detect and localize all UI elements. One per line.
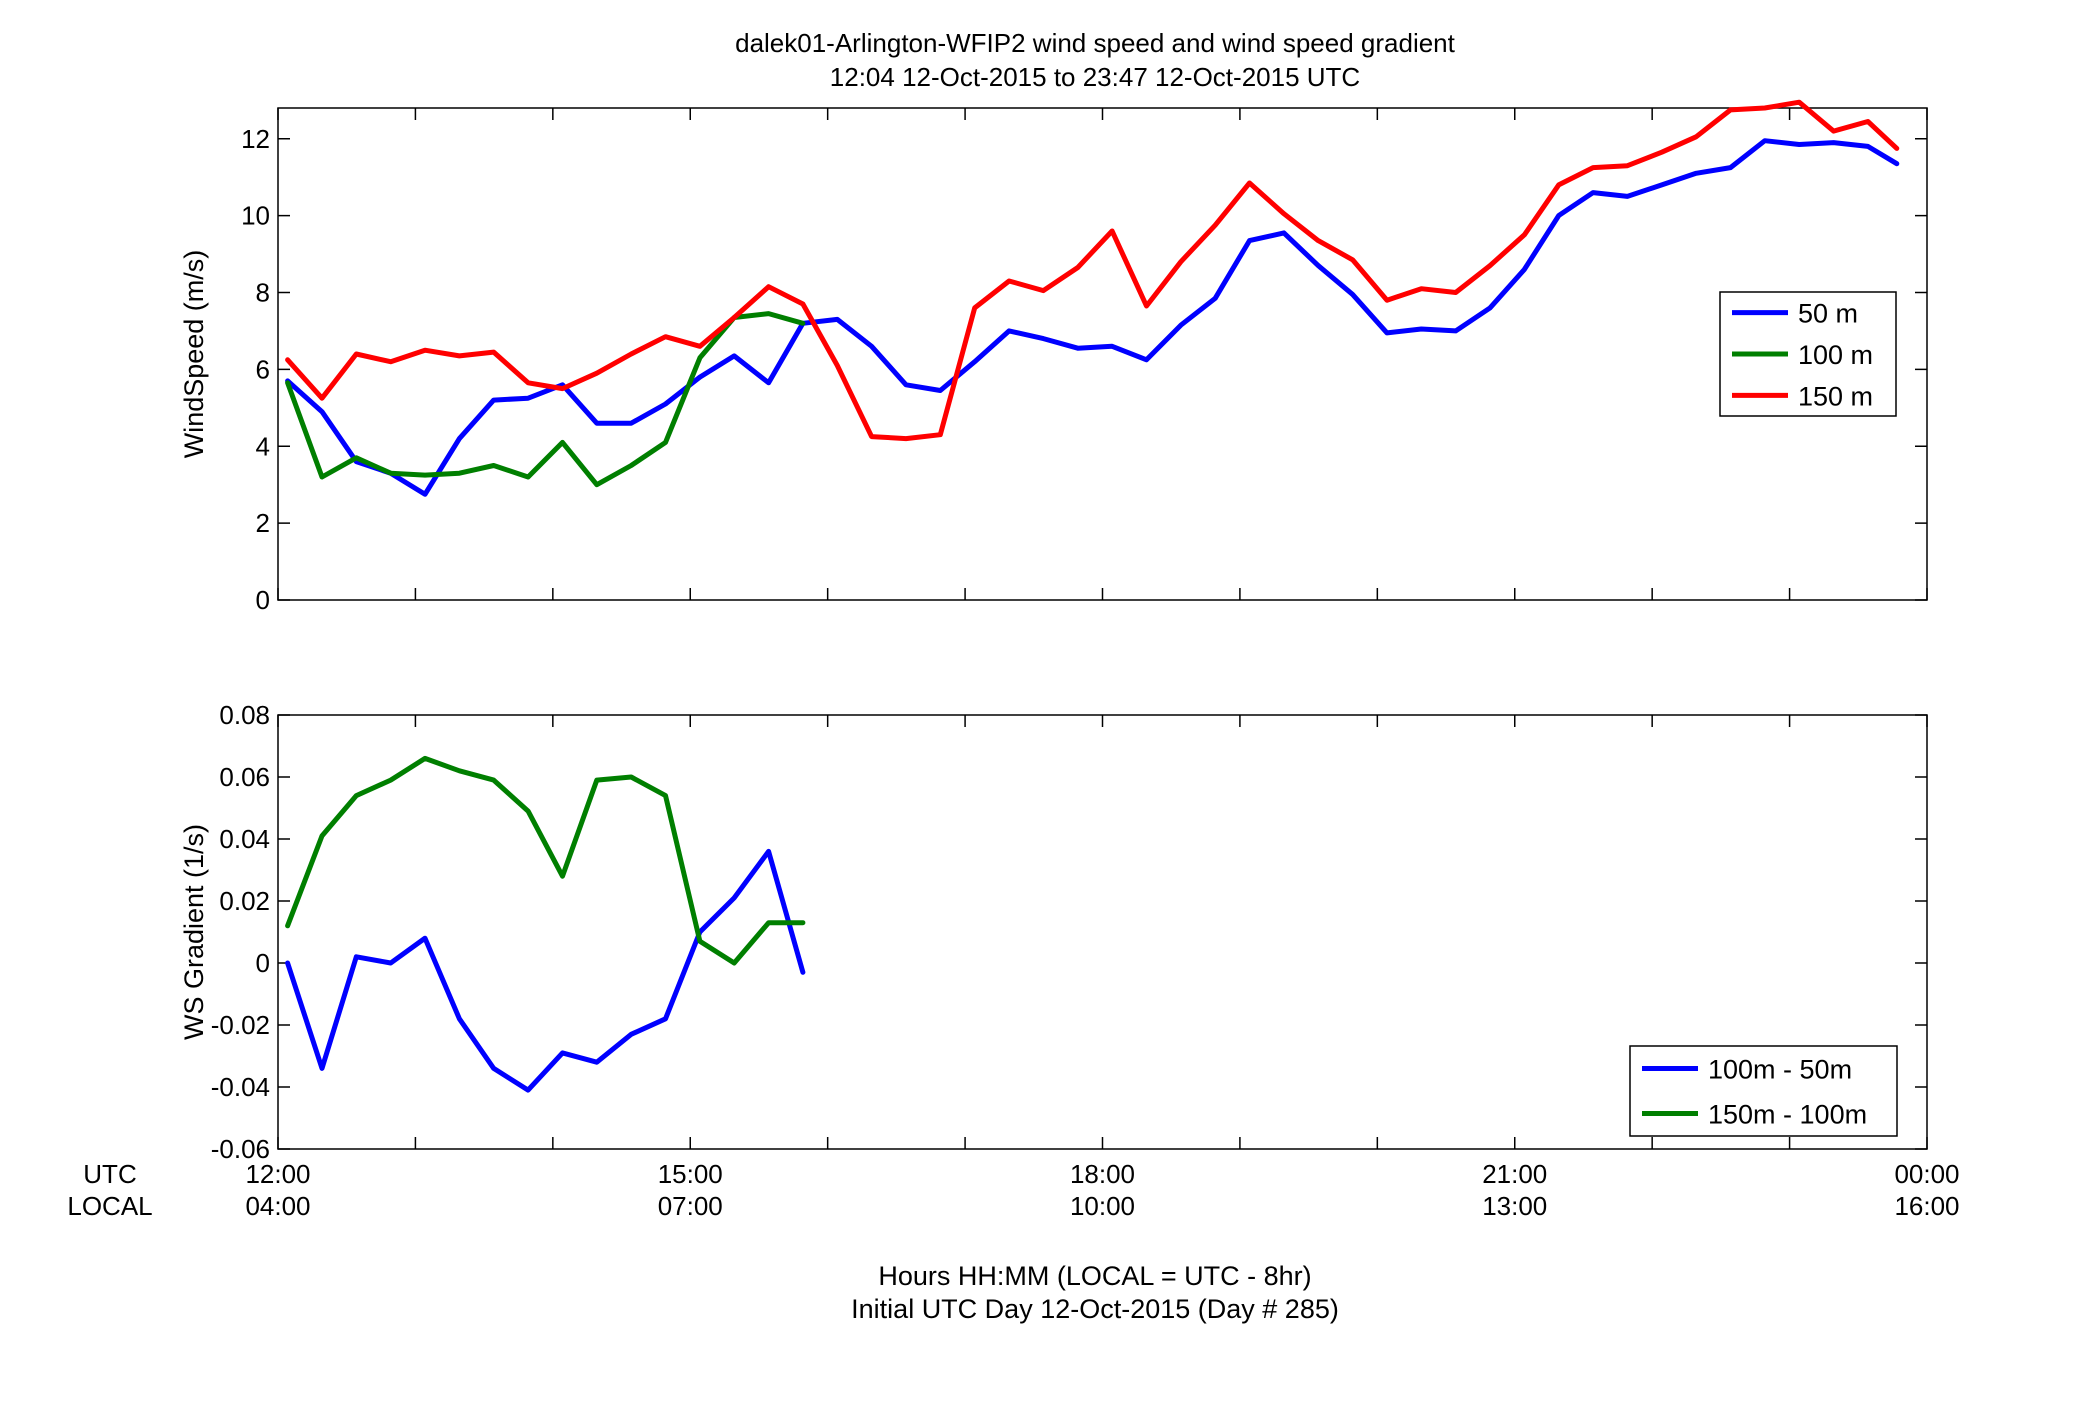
y-tick-label: 10 bbox=[241, 201, 270, 231]
y-tick-label: 6 bbox=[256, 354, 270, 384]
x-axis-label-line2: Initial UTC Day 12-Oct-2015 (Day # 285) bbox=[851, 1294, 1339, 1324]
y-tick-label: 8 bbox=[256, 278, 270, 308]
utc-row-label: UTC bbox=[83, 1159, 136, 1189]
legend-box bbox=[1629, 1045, 1898, 1137]
gradient-panel: -0.06 -0.04 -0.02 0 0.02 0.04 0.06 0.08 WS Gradi… bbox=[179, 700, 1928, 1164]
x-tick-label-local: 13:00 bbox=[1482, 1191, 1547, 1221]
y-tick-label: 0.02 bbox=[219, 886, 270, 916]
x-tick-label-utc: 12:00 bbox=[245, 1159, 310, 1189]
chart-title-line2: 12:04 12-Oct-2015 to 23:47 12-Oct-2015 U… bbox=[830, 62, 1360, 92]
series-line-150m---100m bbox=[285, 755, 806, 966]
y-tick-label: 2 bbox=[256, 508, 270, 538]
y-axis-label: WindSpeed (m/s) bbox=[179, 250, 209, 459]
series-line-50-m bbox=[285, 138, 1900, 497]
x-tick-label-local: 07:00 bbox=[658, 1191, 723, 1221]
y-tick-label: 0 bbox=[256, 948, 270, 978]
x-tick-labels-local: 04:00 07:00 10:00 13:00 16:00 bbox=[245, 1191, 1959, 1221]
x-axis bbox=[277, 108, 1928, 600]
y-tick-label: -0.04 bbox=[211, 1072, 270, 1102]
series-group bbox=[285, 755, 806, 1093]
plot-frame bbox=[277, 107, 1928, 601]
legend-label: 50 m bbox=[1798, 299, 1858, 329]
y-tick-label: 12 bbox=[241, 124, 270, 154]
y-tick-label: 0.08 bbox=[219, 700, 270, 730]
series-line-100m---50m bbox=[285, 848, 806, 1093]
legend-label: 150m - 100m bbox=[1708, 1100, 1867, 1130]
y-axis: -0.06 -0.04 -0.02 0 0.02 0.04 0.06 0.08 bbox=[211, 700, 1927, 1164]
y-tick-label: -0.02 bbox=[211, 1010, 270, 1040]
series-line-150-m bbox=[285, 99, 1900, 442]
x-tick-label-local: 16:00 bbox=[1894, 1191, 1959, 1221]
legend-label: 150 m bbox=[1798, 381, 1873, 411]
legend: 100m - 50m 150m - 100m bbox=[1629, 1045, 1898, 1137]
x-axis bbox=[277, 715, 1928, 1149]
x-tick-label-utc: 15:00 bbox=[658, 1159, 723, 1189]
x-tick-label-utc: 21:00 bbox=[1482, 1159, 1547, 1189]
y-axis: 0 2 4 6 8 10 12 bbox=[241, 124, 1927, 615]
chart-title-line1: dalek01-Arlington-WFIP2 wind speed and w… bbox=[735, 28, 1456, 58]
x-tick-label-utc: 18:00 bbox=[1070, 1159, 1135, 1189]
local-row-label: LOCAL bbox=[67, 1191, 152, 1221]
y-tick-label: 0 bbox=[256, 585, 270, 615]
y-tick-label: 0.04 bbox=[219, 824, 270, 854]
legend: 50 m 100 m 150 m bbox=[1719, 291, 1897, 417]
x-tick-label-local: 10:00 bbox=[1070, 1191, 1135, 1221]
x-tick-label-utc: 00:00 bbox=[1894, 1159, 1959, 1189]
legend-label: 100 m bbox=[1798, 340, 1873, 370]
y-tick-label: 0.06 bbox=[219, 762, 270, 792]
wind-speed-panel: 0 2 4 6 8 10 12 WindSpeed (m/s) 50 m 100 m 150 m bbox=[179, 99, 1928, 615]
x-tick-labels-utc: 12:00 15:00 18:00 21:00 00:00 bbox=[245, 1159, 1959, 1189]
series-group bbox=[285, 99, 1900, 497]
y-axis-label: WS Gradient (1/s) bbox=[179, 824, 209, 1040]
series-line-100-m bbox=[285, 311, 806, 488]
y-tick-label: 4 bbox=[256, 431, 270, 461]
y-tick-label: -0.06 bbox=[211, 1134, 270, 1164]
x-tick-label-local: 04:00 bbox=[245, 1191, 310, 1221]
x-axis-label-line1: Hours HH:MM (LOCAL = UTC - 8hr) bbox=[878, 1261, 1311, 1291]
legend-label: 100m - 50m bbox=[1708, 1055, 1852, 1085]
